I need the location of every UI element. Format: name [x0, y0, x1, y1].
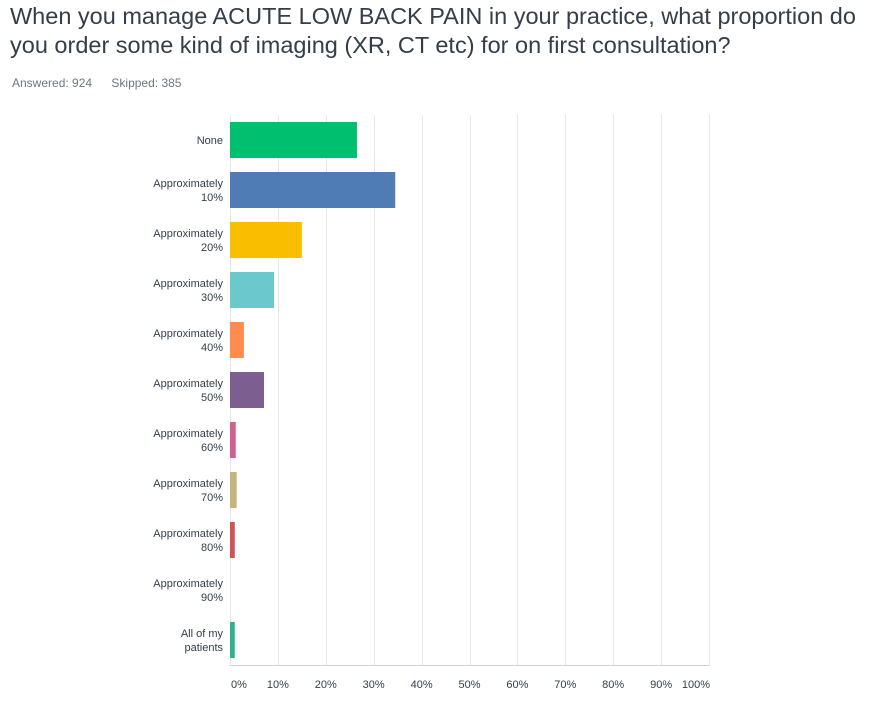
x-tick-label: 20% [315, 679, 337, 691]
bar [230, 272, 275, 308]
x-tick-label: 50% [458, 679, 480, 691]
category-label-line: 40% [201, 342, 223, 354]
bar [230, 372, 265, 408]
bar [230, 122, 357, 158]
category-label-line: 90% [201, 592, 223, 604]
category-label: Approximately 80% [153, 528, 223, 554]
category-label: All of my patients [181, 628, 224, 654]
category-label-line: None [197, 135, 223, 147]
category-label-line: Approximately [153, 328, 223, 340]
category-label-line: Approximately [153, 528, 223, 540]
category-label-line: 20% [201, 242, 223, 254]
category-label-line: Approximately [153, 378, 223, 390]
bar [230, 472, 237, 508]
x-tick-label: 10% [267, 679, 289, 691]
category-label-line: 80% [201, 542, 223, 554]
category-label-line: Approximately [153, 278, 223, 290]
category-label: Approximately 60% [153, 428, 223, 454]
x-tick-label: 70% [554, 679, 576, 691]
x-tick-label: 40% [411, 679, 433, 691]
category-label: Approximately 70% [153, 478, 223, 504]
category-label-line: 10% [201, 192, 223, 204]
bar [230, 322, 244, 358]
category-label-line: 60% [201, 442, 223, 454]
category-label: Approximately 30% [153, 278, 223, 304]
category-label: Approximately 40% [153, 328, 223, 354]
answered-count: Answered: 924 [12, 76, 93, 90]
x-tick-label: 30% [363, 679, 385, 691]
category-label-line: 30% [201, 292, 223, 304]
category-label-line: Approximately [153, 428, 223, 440]
question-title: When you manage ACUTE LOW BACK PAIN in y… [10, 3, 856, 58]
category-label-line: Approximately [153, 578, 223, 590]
bar [230, 172, 396, 208]
category-label: Approximately 20% [153, 228, 223, 254]
category-label-line: Approximately [153, 478, 223, 490]
response-stats: Answered: 924 Skipped: 385 [12, 76, 181, 90]
category-label: Approximately 90% [153, 578, 223, 604]
bar [230, 422, 236, 458]
category-label-line: Approximately [153, 178, 223, 190]
bar [230, 222, 302, 258]
category-label-line: All of my [181, 628, 224, 640]
category-label-line: patients [184, 642, 223, 654]
category-label: Approximately 10% [153, 178, 223, 204]
x-tick-label: 80% [602, 679, 624, 691]
bar [230, 622, 235, 658]
bar [230, 522, 235, 558]
category-label-line: Approximately [153, 228, 223, 240]
x-tick-label: 100% [682, 679, 710, 691]
x-tick-label: 60% [506, 679, 528, 691]
category-label-line: 50% [201, 392, 223, 404]
category-label: None [197, 135, 223, 147]
x-tick-label: 0% [231, 679, 247, 691]
x-tick-label: 90% [650, 679, 672, 691]
category-label: Approximately 50% [153, 378, 223, 404]
category-label-line: 70% [201, 492, 223, 504]
skipped-count: Skipped: 385 [111, 76, 182, 90]
